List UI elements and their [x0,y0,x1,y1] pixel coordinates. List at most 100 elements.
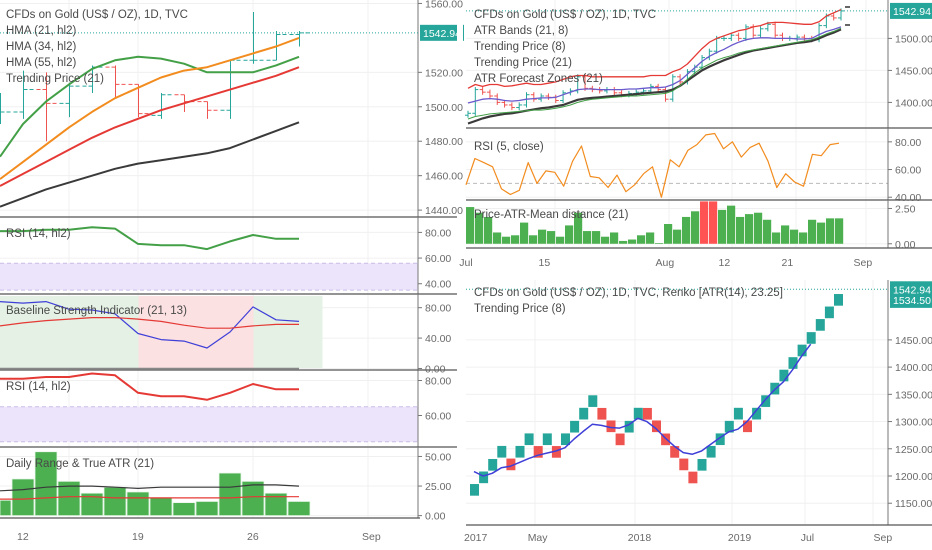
y-tick-label: 80.00 [425,303,451,315]
legend-entry: HMA (34, hl2) [6,41,76,53]
range-bar [241,480,265,517]
y-tick-label: 1450.00 [895,335,932,347]
distance-bar [475,212,484,244]
last-price-tag: 1542.94 [893,6,931,18]
range-bar [11,478,35,517]
ohlc-bar [560,90,567,104]
legend-entry: ATR Bands (21, 8) [474,25,569,37]
distance-bar [628,239,637,244]
x-tick-label: Sep [854,257,873,269]
distance-bar [502,236,511,244]
range-bar [172,502,196,517]
pane-title: Daily Range & True ATR (21) [6,458,154,470]
y-tick-label: 1460.00 [425,171,463,183]
renko-brick [588,395,598,407]
renko-brick [779,369,789,382]
renko-brick [688,471,698,484]
ohlc-bar [728,32,735,41]
ohlc-bar [611,87,618,96]
renko-brick [479,471,489,484]
ohlc-bar [830,13,837,21]
legend-entry: HMA (21, hl2) [6,25,76,37]
series-line [0,121,300,208]
ohlc-bar [197,101,218,119]
x-tick-label: May [528,532,549,544]
atr-line [0,484,300,492]
renko-brick [815,319,825,331]
pane-title: CFDs on Gold (US$ / OZ), 1D, TVC, Renko … [474,287,783,299]
renko-brick [834,294,843,306]
y-tick-label: 1350.00 [895,389,932,401]
last-price-tag: 1542.94 [423,28,461,40]
distance-bar [772,232,781,244]
renko-brick [797,344,807,357]
distance-bar [583,231,592,244]
ohlc-bar [479,87,486,95]
ohlc-bar [36,72,57,142]
ohlc-bar [243,12,264,64]
x-tick-label: 19 [132,531,144,543]
strength-zone [0,296,139,368]
rsi-line [0,226,299,251]
ohlc-bar [669,74,676,102]
renko-brick [743,420,752,433]
distance-bar [556,236,565,244]
y-tick-label: 60.00 [895,165,921,177]
rsi-band [0,263,418,291]
ohlc-bar [677,74,684,85]
x-tick-label: Jul [801,532,814,544]
box-price-tag-bg [890,291,932,308]
renko-brick [515,445,525,458]
distance-bar [754,212,763,244]
y-tick-label: 1450.00 [895,65,932,77]
y-tick-label: 1250.00 [895,444,932,456]
distance-bar [817,222,826,244]
x-tick-label: Sep [874,532,893,544]
y-tick-label: 0.00 [895,239,916,251]
distance-bar [529,235,538,244]
distance-bar [808,219,817,244]
distance-bar [727,205,736,244]
distance-bar [700,201,709,244]
ohlc-bar [516,102,523,111]
trend-line [473,343,812,477]
renko-brick [697,458,707,471]
ohlc-bar [508,102,515,111]
range-bar [57,480,81,517]
last-price-tag: 1542.94 [893,284,931,296]
distance-bar [691,211,700,244]
x-tick-label: Sep [362,531,381,543]
ohlc-bar [530,92,537,102]
renko-brick [679,458,689,471]
distance-bar [493,232,502,244]
ohlc-bar [794,34,801,41]
distance-bar [565,225,574,244]
distance-bar [610,232,619,244]
distance-bar [484,216,493,244]
distance-bar [538,229,547,244]
renko-brick [606,420,616,433]
distance-bar [745,214,754,244]
x-tick-label: 12 [719,257,731,269]
ohlc-bar [582,74,589,91]
last-price-tag-bg [420,24,464,41]
distance-bar [799,232,808,244]
range-bar [264,492,288,517]
x-tick-label: Aug [656,257,675,269]
range-bar [126,491,150,517]
distance-bar [790,229,799,244]
y-tick-label: 40.00 [425,279,451,291]
strength-zone [138,296,254,368]
distance-bar [736,216,745,244]
y-tick-label: 2.50 [895,203,916,215]
ohlc-bar [151,93,172,119]
renko-brick [715,433,725,446]
x-tick-label: 21 [782,257,794,269]
series-line [467,9,842,89]
y-tick-label: 1520.00 [425,67,463,79]
distance-bar [547,231,556,244]
renko-brick [470,484,479,496]
series-line [0,55,300,158]
y-tick-label: 1500.00 [425,102,463,114]
